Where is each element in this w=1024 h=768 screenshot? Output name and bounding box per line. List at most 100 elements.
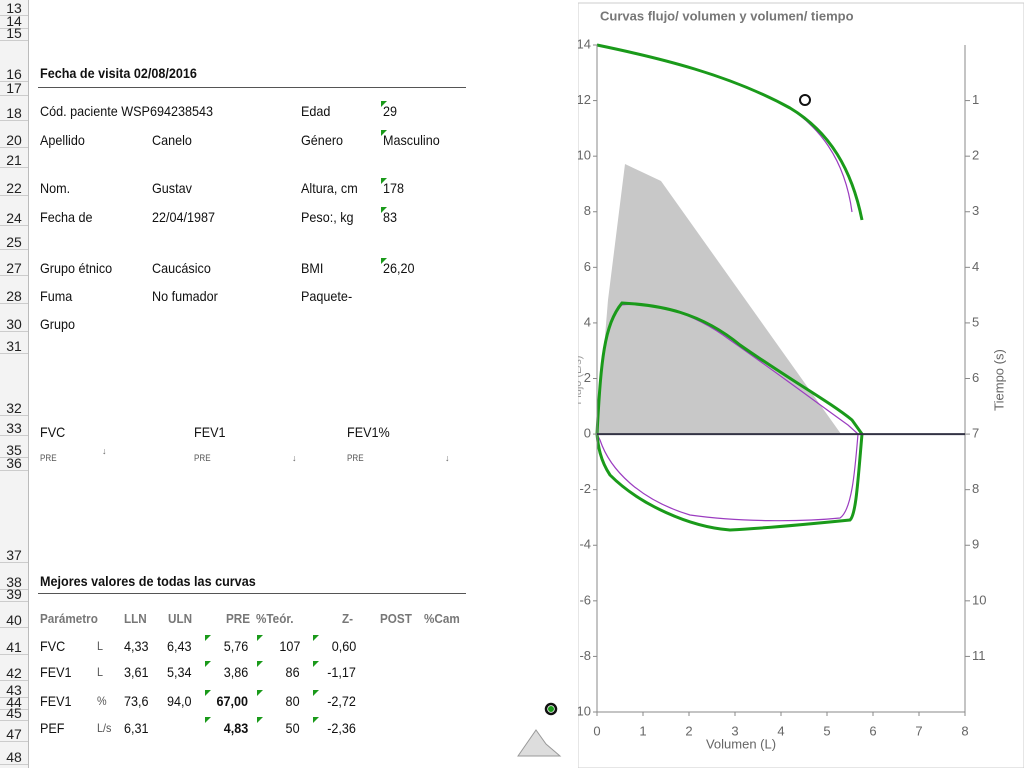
- row-number: 27: [6, 260, 22, 276]
- y2-tick-label: 1: [972, 92, 979, 107]
- row-number: 35: [6, 442, 22, 458]
- table-header: Z-: [342, 611, 354, 626]
- row-line: [0, 697, 28, 698]
- y-tick-label: -8: [579, 648, 591, 663]
- field-label: Cód. paciente WSP694238543: [40, 103, 214, 119]
- field-value: Canelo: [152, 132, 192, 148]
- cell-marker: [381, 258, 387, 264]
- row-line: [0, 225, 28, 226]
- table-header: PRE: [226, 611, 251, 626]
- y-axis-label: Flujo (L/s): [578, 356, 584, 405]
- row-number: 20: [6, 132, 22, 148]
- table-cell: FEV1: [40, 693, 72, 709]
- mini-chart-icon: [517, 729, 562, 757]
- marker-icon: [544, 702, 558, 716]
- y-tick-label: 14: [578, 36, 591, 51]
- row-number: 41: [6, 639, 22, 655]
- row-number: 39: [6, 586, 22, 602]
- arrow-icon: ↓: [292, 453, 297, 463]
- table-cell: 67,00: [216, 693, 248, 709]
- row-line: [0, 275, 28, 276]
- title-underline: [38, 87, 466, 88]
- y2-tick-label: 9: [972, 537, 979, 552]
- y-tick-label: 8: [584, 203, 591, 218]
- cell-marker: [313, 635, 319, 641]
- y2-tick-label: 7: [972, 426, 979, 441]
- row-number: 38: [6, 574, 22, 590]
- field-label: Paquete-: [301, 288, 353, 304]
- row-line: [0, 435, 28, 436]
- y-tick-label: 12: [578, 92, 591, 107]
- arrow-icon: ↓: [102, 446, 107, 456]
- table-cell: -1,17: [327, 664, 356, 680]
- field-label: Grupo étnico: [40, 260, 113, 276]
- x-tick-label: 1: [639, 723, 646, 738]
- cell-marker: [257, 690, 263, 696]
- row-number: 36: [6, 455, 22, 471]
- table-cell: L: [97, 665, 104, 679]
- table-header: POST: [380, 611, 412, 626]
- row-line: [0, 764, 28, 765]
- row-number: 17: [6, 80, 22, 96]
- field-label: Grupo: [40, 316, 76, 332]
- flow-volume-chart: Curvas flujo/ volumen y volumen/ tiempo …: [578, 2, 1024, 768]
- cell-marker: [381, 101, 387, 107]
- x-tick-label: 0: [593, 723, 600, 738]
- section-title: Mejores valores de todas las curvas: [40, 573, 256, 589]
- row-number: 44: [6, 694, 22, 710]
- y-tick-label: 0: [584, 426, 591, 441]
- table-header: LLN: [124, 611, 147, 626]
- field-label: Edad: [301, 103, 331, 119]
- row-line: [0, 331, 28, 332]
- visit-title: Fecha de visita 02/08/2016: [40, 65, 197, 81]
- row-number: 42: [6, 665, 22, 681]
- row-line: [0, 720, 28, 721]
- table-header: %Cam: [424, 611, 460, 626]
- mini-chart-label: PRE: [40, 453, 57, 463]
- chart-title: Curvas flujo/ volumen y volumen/ tiempo: [600, 8, 854, 23]
- table-cell: L/s: [97, 721, 112, 735]
- field-label: Género: [301, 132, 344, 148]
- row-number: 40: [6, 612, 22, 628]
- row-line: [0, 457, 28, 458]
- row-line: [0, 15, 28, 16]
- table-cell: -2,72: [327, 693, 356, 709]
- field-label: BMI: [301, 260, 324, 276]
- row-line: [0, 627, 28, 628]
- row-number: 47: [6, 726, 22, 742]
- row-number: 18: [6, 105, 22, 121]
- row-line: [0, 167, 28, 168]
- table-cell: 50: [285, 720, 300, 736]
- mini-chart-title: FEV1%: [347, 424, 390, 440]
- table-cell: 4,33: [124, 638, 149, 654]
- mini-chart-label: PRE: [347, 453, 364, 463]
- row-line: [0, 415, 28, 416]
- x-tick-label: 5: [823, 723, 830, 738]
- table-header: %Teór.: [256, 611, 294, 626]
- row-line: [0, 470, 28, 471]
- y-tick-label: 2: [584, 370, 591, 385]
- row-number: 24: [6, 210, 22, 226]
- y-tick-label: -4: [579, 537, 591, 552]
- cell-marker: [313, 661, 319, 667]
- best-loop: [595, 301, 864, 532]
- row-number: 14: [6, 13, 22, 29]
- row-line: [0, 353, 28, 354]
- table-cell: 6,43: [167, 638, 192, 654]
- row-number: 21: [6, 152, 22, 168]
- x-tick-label: 7: [915, 723, 922, 738]
- row-number: 16: [6, 66, 22, 82]
- mini-chart-title: FEV1: [194, 424, 226, 440]
- predicted-area: [597, 164, 841, 434]
- row-number: 15: [6, 25, 22, 41]
- cell-marker: [381, 130, 387, 136]
- field-value: Masculino: [383, 132, 440, 148]
- table-cell: L: [97, 639, 104, 653]
- mini-chart-label: PRE: [194, 453, 211, 463]
- table-cell: 6,31: [124, 720, 149, 736]
- table-cell: 4,83: [223, 720, 248, 736]
- table-cell: PEF: [40, 720, 65, 736]
- row-number: 33: [6, 420, 22, 436]
- cell-marker: [205, 661, 211, 667]
- table-cell: 5,34: [167, 664, 192, 680]
